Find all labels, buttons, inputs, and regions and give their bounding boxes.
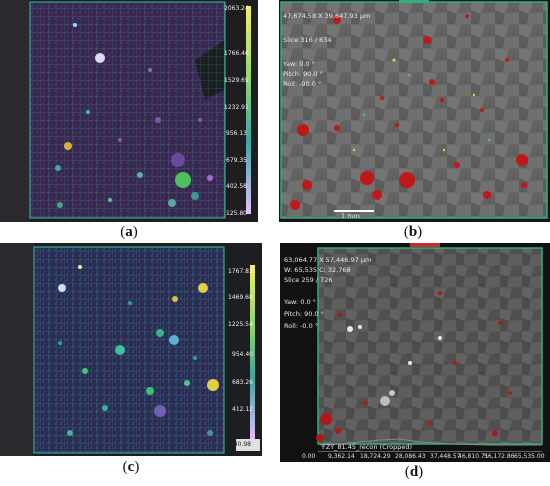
panel-d-bright-phases: [347, 325, 442, 406]
panel-b-scale-bar: [334, 210, 374, 212]
panel-d-histogram-tick: 37,448.57: [430, 453, 461, 460]
panel-d-ct-slice: 63,064.77 X 57,446.97 μm W: 65,535 C: 32…: [280, 243, 550, 462]
panel-d-slice-image: [316, 243, 543, 452]
panel-d-caption: (d): [404, 464, 424, 480]
panel-c-colorbar-label: 954.40: [232, 351, 253, 358]
panel-c-colorbar-label: 1225.54: [228, 321, 253, 328]
panel-d-histogram-tick: 46,810.71: [458, 453, 489, 460]
panel-d-slice-index: Slice 259 / 726: [284, 276, 333, 284]
panel-a-colorbar-label: 402.58: [226, 183, 247, 190]
panel-c-colorbar: [250, 265, 255, 440]
panel-d-yaw: Yaw: 0.0 °: [284, 298, 316, 306]
panel-d-pores: [316, 291, 512, 442]
panel-a-caption: (a): [120, 224, 138, 240]
panel-b-dimensions: 47,674.58 X 39,647.93 μm: [283, 12, 371, 20]
panel-d-roll: Roll: -0.0 °: [284, 322, 319, 330]
panel-b-roll: Roll: -90.0 °: [283, 80, 322, 88]
panel-d-pitch: Pitch: 90.0 °: [284, 310, 324, 318]
panel-a-volume: [0, 0, 251, 222]
panel-b-ct-slice: 47,674.58 X 39,647.93 μm Slice 316 / 634…: [279, 0, 550, 222]
panel-c-colorbar-label: 1469.68: [228, 294, 253, 301]
panel-d-histogram-tick: 0.00: [302, 453, 316, 460]
panel-b-pores: [290, 14, 528, 210]
panel-d-histogram-tick: 56,172.86: [484, 453, 515, 460]
panel-c-colorbar-label: 1767.83: [228, 268, 253, 275]
panel-b-yaw: Yaw: 0.0 °: [283, 60, 315, 68]
panel-a-colorbar-label: 2063.24: [224, 5, 249, 12]
panel-c-inclusions: [58, 265, 219, 436]
panel-b-slice-image: [280, 0, 548, 219]
panel-d-histogram-tick: 18,724.29: [360, 453, 391, 460]
panel-d-dimensions: 63,064.77 X 57,446.97 μm: [284, 256, 372, 264]
panel-a-colorbar-label: 125.80: [226, 210, 247, 217]
panel-a-colorbar-label: 1766.46: [224, 50, 249, 57]
panel-c-colorbar-label: 140.98: [230, 441, 251, 448]
panel-a-colorbar-label: 1529.69: [224, 77, 249, 84]
panel-a-3d-render: 2063.24 1766.46 1529.69 1232.91 956.13 6…: [0, 0, 258, 222]
panel-d-histogram-tick: 9,362.14: [328, 453, 355, 460]
panel-b-pitch: Pitch: 90.0 °: [283, 70, 323, 78]
panel-b-scale-label: 1 mm: [341, 212, 360, 220]
panel-c-caption: (c): [122, 459, 140, 475]
panel-a-colorbar-label: 679.35: [226, 157, 247, 164]
panel-b-caption: (b): [403, 224, 423, 240]
panel-c-colorbar-label: 412.12: [232, 406, 253, 413]
panel-a-colorbar-label: 956.13: [226, 130, 247, 137]
panel-c-volume: [0, 243, 260, 456]
panel-d-histogram-tick: 28,086.43: [395, 453, 426, 460]
panel-a-colorbar-label: 1232.91: [224, 104, 249, 111]
panel-c-3d-render: 1767.83 1469.68 1225.54 954.40 683.26 41…: [0, 243, 262, 456]
panel-c-colorbar-label: 683.26: [232, 379, 253, 386]
panel-d-histogram-tick: 65,535.00: [514, 453, 545, 460]
panel-d-window-level: W: 65,535 C: 32,768: [284, 266, 351, 274]
panel-a-colorbar: [246, 6, 251, 214]
panel-b-slice-index: Slice 316 / 634: [283, 36, 332, 44]
panel-a-inclusions: [55, 23, 213, 208]
panel-d-filename: FZY_81.45_recon (Cropped): [322, 443, 413, 451]
